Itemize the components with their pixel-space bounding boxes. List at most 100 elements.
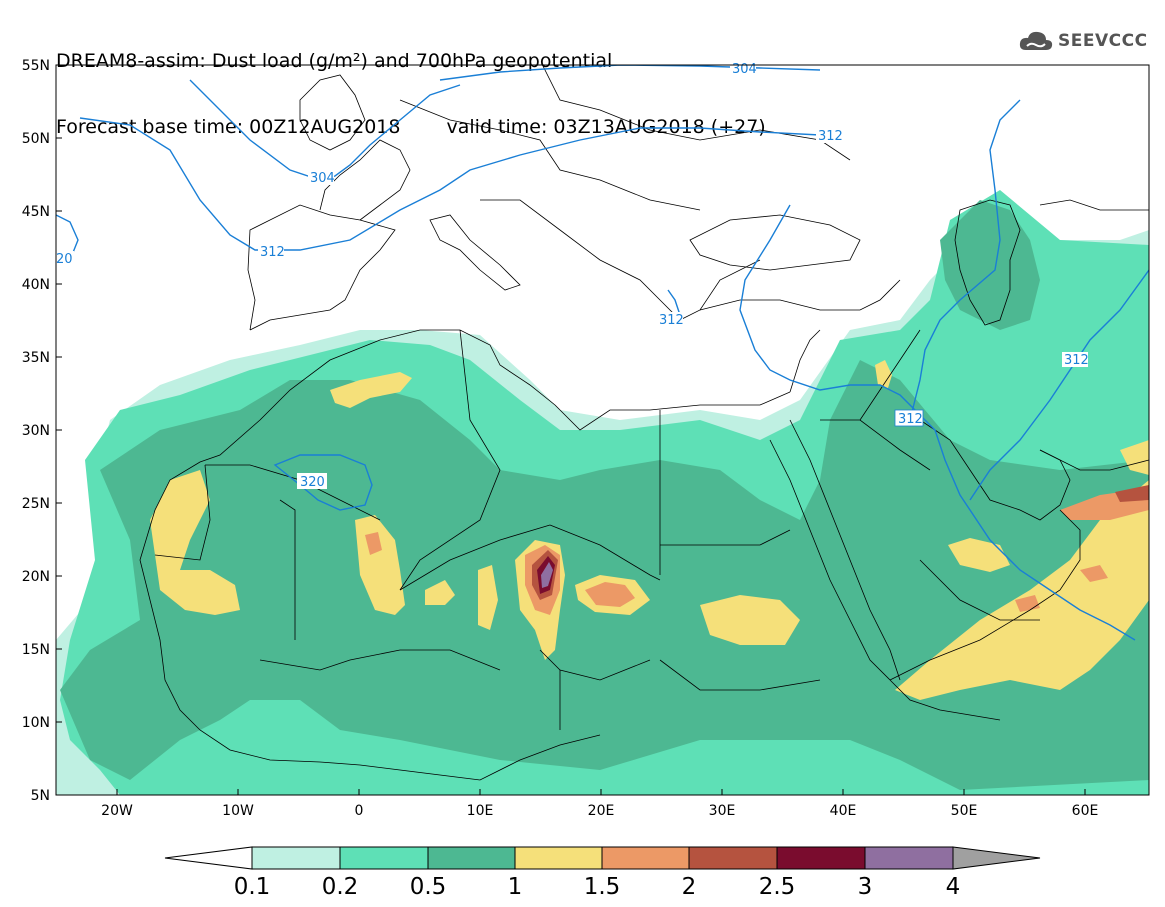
- colorbar-labels: 0.1 0.2 0.5 1 1.5 2 2.5 3 4: [234, 874, 961, 900]
- coast-britain: [299, 74, 366, 151]
- border-18: [399, 99, 701, 211]
- dust-band-1-niger2: [478, 565, 498, 630]
- colorbar-swatch-2: [427, 846, 516, 870]
- colorbar-swatch-7: [864, 846, 954, 870]
- coast-west-africa: [139, 559, 441, 776]
- coast-horn-africa: [889, 679, 1001, 721]
- border-8: [660, 529, 791, 546]
- border-14: [859, 329, 921, 421]
- dust-band-2-arabian: [1115, 485, 1149, 502]
- border-10: [259, 649, 501, 671]
- lat-ticks: [56, 64, 62, 796]
- lon-label: 30E: [709, 803, 736, 819]
- lon-label: 10W: [222, 803, 254, 819]
- dust-band-1.5-chad: [585, 582, 635, 607]
- map-title: DREAM8-assim: Dust load (g/m²) and 700hP…: [56, 6, 766, 160]
- dust-band-1-iraq: [875, 360, 892, 388]
- lon-label: 0: [355, 803, 364, 819]
- lon-label: 40E: [830, 803, 857, 819]
- border-17: [542, 65, 851, 161]
- dust-band-1-algeria: [330, 372, 412, 408]
- border-12: [659, 659, 821, 691]
- dust-band-1-gulf: [1120, 440, 1149, 475]
- geopotential-contours: [56, 65, 1149, 641]
- dust-fields: [56, 190, 1149, 795]
- lat-label: 40N: [22, 277, 50, 293]
- lat-label: 5N: [31, 788, 50, 804]
- forecast-base-time: Forecast base time: 00Z12AUG2018: [56, 116, 401, 138]
- dust-band-1-arabian-sea: [895, 480, 1149, 700]
- logo-text: SEEVCCC: [1058, 31, 1148, 51]
- contour-304-west: [189, 79, 461, 181]
- coast-black-sea: [689, 214, 861, 271]
- colorbar-label: 2.5: [759, 874, 796, 900]
- border-4: [399, 329, 501, 591]
- border-3: [279, 499, 296, 640]
- dust-band-1-sudan: [700, 595, 800, 645]
- dust-band-1-niger: [425, 580, 455, 605]
- lon-label: 60E: [1072, 803, 1099, 819]
- contour-312-europe: [79, 117, 841, 251]
- coast-balkans: [480, 199, 761, 321]
- colorbar-swatch-1: [339, 846, 429, 870]
- lon-label: 50E: [951, 803, 978, 819]
- coast-italy: [429, 214, 521, 291]
- contour-label-312d: 312: [898, 412, 923, 427]
- dust-band-0.5: [60, 360, 1149, 790]
- colorbar-label: 1.5: [584, 874, 621, 900]
- contour-label-group: 304 304 312 312 312 312 320 20 312: [56, 62, 1089, 490]
- lat-label: 25N: [22, 496, 50, 512]
- dust-band-0.5-caspian: [940, 200, 1040, 330]
- colorbar-label: 1: [508, 874, 523, 900]
- coast-caspian: [954, 199, 1021, 326]
- contour-label-312a: 312: [260, 245, 285, 260]
- coast-gulf-guinea: [439, 734, 601, 781]
- lat-label: 55N: [22, 58, 50, 74]
- lat-label: 50N: [22, 131, 50, 147]
- lon-labels: 20W 10W 0 10E 20E 30E 40E 50E 60E: [101, 803, 1098, 819]
- colorbar-swatch-5: [688, 846, 778, 870]
- contour-312-iran: [909, 99, 1021, 421]
- lat-label: 35N: [22, 350, 50, 366]
- colorbar-swatch-3: [514, 846, 603, 870]
- border-7: [399, 524, 551, 591]
- coast-red-sea-west: [769, 439, 891, 681]
- colorbar-extend-low: [164, 846, 253, 870]
- lon-ticks: [116, 789, 1086, 795]
- colorbar-label: 2: [682, 874, 697, 900]
- contour-label-312b: 312: [818, 129, 843, 144]
- colorbar-swatch-0: [251, 846, 341, 870]
- cloud-icon: [1019, 31, 1053, 50]
- coast-turkey: [699, 279, 901, 311]
- seevccc-logo: SEEVCCC: [1018, 24, 1148, 58]
- dust-band-3-chad: [541, 562, 553, 588]
- colorbar-label: 0.1: [234, 874, 271, 900]
- colorbar: 0.1 0.2 0.5 1 1.5 2 2.5 3 4: [164, 846, 1041, 900]
- coast-levant: [789, 329, 821, 393]
- colorbar-extend-high: [952, 846, 1041, 870]
- lat-label: 15N: [22, 642, 50, 658]
- dust-band-1.5-oman: [1080, 565, 1108, 582]
- border-13: [820, 419, 931, 471]
- lat-labels: 55N 50N 45N 40N 35N 30N 25N 20N 15N 10N …: [22, 58, 50, 804]
- title-line-2: Forecast base time: 00Z12AUG2018 valid ti…: [56, 116, 766, 138]
- coast-red-sea-east: [789, 419, 901, 681]
- contour-label-312e: 312: [1064, 353, 1089, 368]
- lat-label: 30N: [22, 423, 50, 439]
- lat-label: 10N: [22, 715, 50, 731]
- coast-arabia-south: [889, 509, 1081, 681]
- dust-band-1.5-mali: [365, 532, 382, 555]
- contour-label-320: 320: [300, 475, 325, 490]
- colorbar-swatch-6: [776, 846, 866, 870]
- colorbar-swatch-4: [601, 846, 690, 870]
- border-15: [919, 559, 1040, 621]
- lon-label: 20E: [588, 803, 615, 819]
- coast-iran: [1039, 449, 1149, 471]
- colorbar-label: 4: [946, 874, 961, 900]
- contour-label-304b: 304: [732, 62, 757, 77]
- coastlines-borders: [139, 65, 1149, 781]
- coast-iberia: [247, 204, 396, 331]
- contour-label-20: 20: [56, 252, 73, 267]
- border-2: [154, 464, 211, 561]
